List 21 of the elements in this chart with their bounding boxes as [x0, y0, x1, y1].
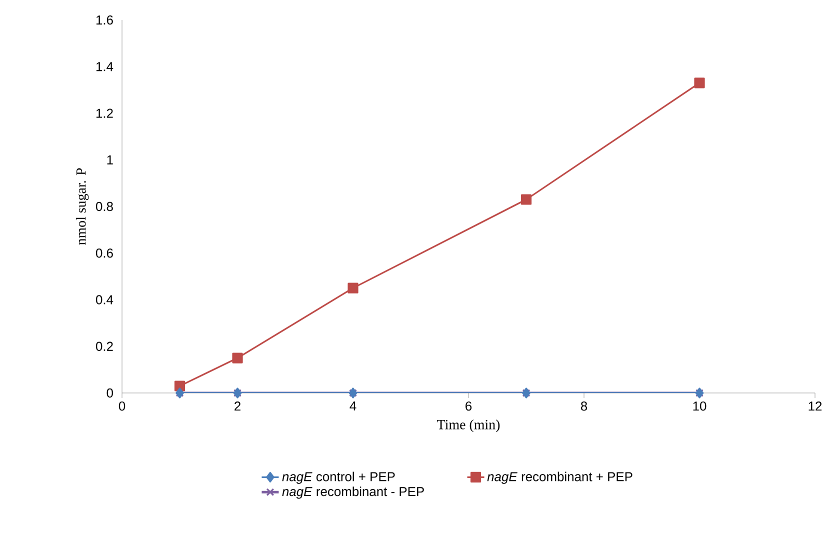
y-tick-label: 0.8 — [96, 202, 113, 212]
x-axis-title: Time (min) — [437, 420, 500, 432]
x-tick-label: 10 — [693, 402, 706, 411]
y-tick-label: 0.6 — [96, 248, 113, 258]
y-tick-label: 0.2 — [96, 342, 113, 351]
legend-label: nagE control + PEP — [282, 472, 395, 484]
y-tick-label: 1.6 — [96, 15, 113, 25]
legend-label: nagE recombinant + PEP — [487, 472, 632, 484]
x-tick-label: 0 — [118, 402, 126, 411]
y-tick-label: 0 — [106, 388, 113, 398]
y-tick-label: 1.4 — [96, 62, 114, 72]
y-tick-label: 1 — [107, 155, 113, 164]
x-tick-label: 8 — [580, 402, 588, 411]
x-tick-label: 6 — [466, 402, 472, 411]
x-tick-label: 12 — [808, 402, 822, 411]
legend-label: nagE recombinant - PEP — [282, 486, 424, 499]
x-tick-label: 4 — [350, 402, 356, 410]
y-tick-label: 0.4 — [96, 295, 114, 304]
y-axis-title: nmol sugar. P — [76, 168, 89, 245]
x-tick-label: 2 — [234, 402, 240, 411]
y-tick-label: 1.2 — [96, 108, 113, 118]
